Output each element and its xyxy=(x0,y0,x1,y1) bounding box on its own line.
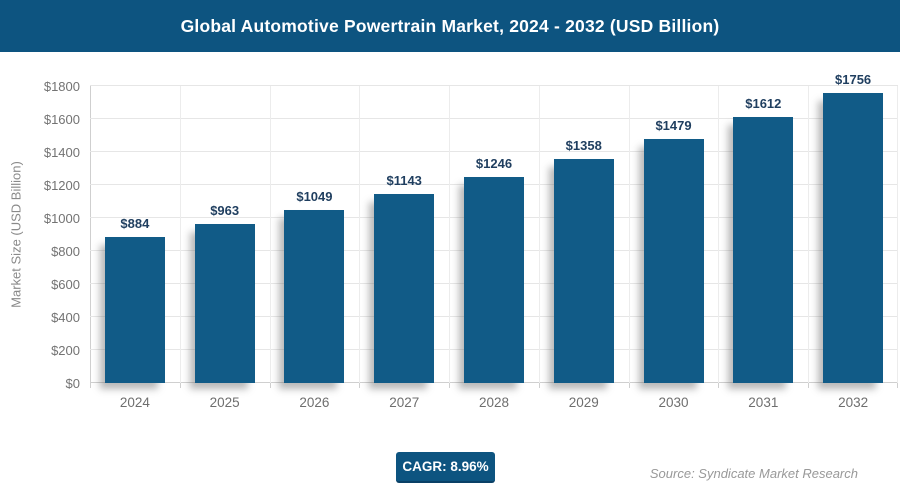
x-axis-category-labels: 2024 2025 2026 2027 2028 2029 2030 2031 2032 xyxy=(90,395,898,413)
gridline-vertical xyxy=(808,86,810,383)
y-axis-tick-labels: $0 $200 $400 $600 $800 $1000 $1200 $1400 $1600 $1… xyxy=(28,79,80,391)
gridline-horizontal xyxy=(90,151,898,152)
x-axis-label-2026: 2026 xyxy=(299,395,330,410)
y-axis-tick-label: $1400 xyxy=(43,145,80,160)
bar-2027 xyxy=(374,194,435,383)
y-axis-title: Market Size (USD Billion) xyxy=(8,161,24,308)
bar-2024 xyxy=(104,237,165,383)
bar-value-label: $1049 xyxy=(296,188,333,204)
source-attribution: Source: Syndicate Market Research xyxy=(649,466,858,481)
y-axis-tick-label: $0 xyxy=(65,376,80,391)
bar-2026 xyxy=(284,209,345,383)
y-axis-tick-label: $200 xyxy=(51,343,80,358)
cagr-badge: CAGR: 8.96% xyxy=(396,452,495,483)
bar-2031 xyxy=(733,117,794,383)
chart-title-banner: Global Automotive Powertrain Market, 202… xyxy=(0,0,900,52)
x-axis-tick xyxy=(90,383,91,388)
gridline-vertical xyxy=(449,86,451,383)
y-axis-tick-label: $1800 xyxy=(43,79,80,94)
bar-value-label: $1358 xyxy=(565,137,602,153)
bar-2028 xyxy=(464,177,524,383)
gridline-vertical xyxy=(269,86,271,383)
gridline-vertical xyxy=(718,86,720,383)
x-axis-label-2028: 2028 xyxy=(478,395,510,410)
x-axis-tick xyxy=(808,383,810,388)
bar-2025 xyxy=(194,224,255,383)
gridline-vertical xyxy=(538,86,540,383)
bar-chart: Market Size (USD Billion) $884 $963 $1049 $… xyxy=(9,72,898,388)
bar-value-label: $1479 xyxy=(655,117,692,133)
bar-value-label: $963 xyxy=(210,203,240,219)
gridline-horizontal xyxy=(90,85,898,86)
bar-2030 xyxy=(643,138,704,383)
gridline-vertical xyxy=(628,86,630,383)
x-axis-tick xyxy=(449,383,451,388)
x-axis-tick xyxy=(628,383,630,388)
gridline-vertical xyxy=(359,86,361,383)
bar-value-label: $884 xyxy=(120,216,150,232)
x-axis-label-2032: 2032 xyxy=(838,395,869,410)
bar-value-label: $1246 xyxy=(475,156,513,172)
gridline-vertical xyxy=(179,86,181,383)
bar-value-label: $1612 xyxy=(745,96,782,112)
x-axis-tick xyxy=(718,383,720,388)
x-axis-tick xyxy=(538,383,540,388)
bar-value-label: $1756 xyxy=(835,72,872,88)
bar-2032 xyxy=(823,93,884,383)
plot-area xyxy=(90,85,898,388)
x-axis-label-2031: 2031 xyxy=(748,395,779,410)
y-axis-tick-label: $1600 xyxy=(43,112,80,127)
x-axis-label-2025: 2025 xyxy=(209,395,240,410)
gridline-vertical xyxy=(897,86,898,383)
y-axis-tick-label: $1000 xyxy=(43,211,80,226)
bar-value-label: $1143 xyxy=(386,173,422,189)
x-axis-tick xyxy=(359,383,361,388)
y-axis-tick-label: $400 xyxy=(51,310,80,325)
y-axis-tick-label: $1200 xyxy=(43,178,80,193)
x-axis-label-2024: 2024 xyxy=(119,395,150,410)
x-axis-label-2027: 2027 xyxy=(389,395,420,410)
y-axis-tick-label: $800 xyxy=(51,244,80,259)
y-axis-tick-label: $600 xyxy=(51,277,80,292)
x-axis-tick xyxy=(269,383,271,388)
x-axis-tick xyxy=(897,383,898,388)
gridline-horizontal xyxy=(90,118,898,119)
y-axis-line xyxy=(90,86,91,383)
bar-2029 xyxy=(553,158,614,383)
x-axis-label-2030: 2030 xyxy=(658,395,689,410)
chart-title: Global Automotive Powertrain Market, 202… xyxy=(180,15,720,36)
x-axis-label-2029: 2029 xyxy=(568,395,599,410)
x-axis-tick xyxy=(179,383,181,388)
